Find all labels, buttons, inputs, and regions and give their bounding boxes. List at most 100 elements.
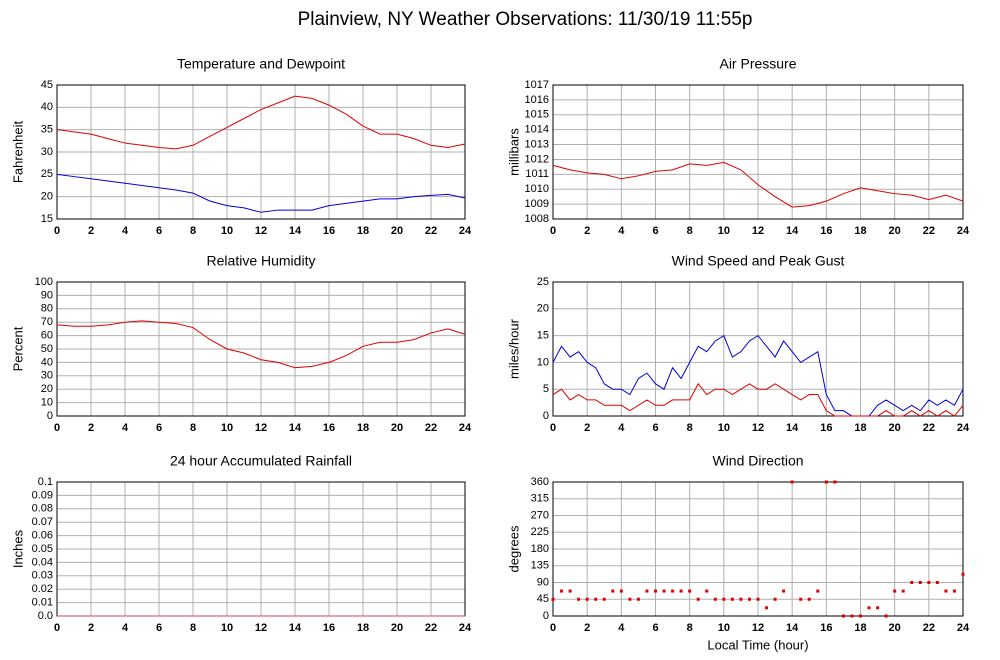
y-tick-label: 35 (41, 124, 53, 136)
x-tick-label: 4 (122, 622, 129, 634)
y-tick-label: 5 (543, 383, 549, 395)
plot-frame (56, 281, 466, 417)
x-tick-label: 8 (687, 225, 693, 237)
data-point (730, 597, 734, 601)
x-tick-label: 24 (957, 422, 970, 434)
y-tick-label: 90 (537, 576, 549, 588)
x-tick-label: 2 (88, 422, 94, 434)
x-tick-label: 22 (923, 422, 935, 434)
y-tick-label: 135 (531, 560, 549, 572)
x-tick-label: 24 (957, 225, 970, 237)
data-point (594, 597, 598, 601)
data-point (841, 614, 845, 618)
y-tick-label: 0 (543, 410, 549, 422)
y-tick-label: 70 (41, 316, 53, 328)
y-tick-label: 1016 (525, 94, 549, 106)
data-point (654, 589, 657, 593)
data-point (867, 606, 871, 610)
plot-frame (552, 84, 964, 220)
x-tick-label: 8 (687, 422, 693, 434)
data-line (56, 320, 466, 369)
y-axis-label: millibars (506, 128, 521, 176)
x-tick-label: 0 (54, 225, 60, 237)
x-tick-label: 18 (854, 422, 866, 434)
data-point (935, 581, 939, 584)
data-point (756, 597, 760, 601)
x-tick-label: 2 (88, 622, 94, 634)
x-tick-label: 4 (618, 622, 625, 634)
data-point (696, 597, 700, 601)
x-tick-label: 20 (391, 225, 403, 237)
x-tick-label: 14 (289, 225, 302, 237)
y-tick-label: 1012 (525, 153, 549, 165)
y-tick-label: 0.01 (32, 597, 53, 609)
x-tick-label: 10 (221, 225, 233, 237)
x-tick-label: 4 (122, 422, 129, 434)
x-tick-label: 24 (459, 622, 472, 634)
x-tick-label: 0 (550, 622, 556, 634)
x-tick-label: 16 (323, 422, 335, 434)
data-point (611, 589, 615, 593)
data-point (952, 589, 956, 593)
y-tick-label: 1008 (525, 213, 549, 225)
x-tick-label: 20 (391, 422, 403, 434)
y-tick-label: 30 (41, 370, 53, 382)
x-tick-label: 14 (786, 225, 799, 237)
y-tick-label: 0.1 (38, 476, 53, 488)
x-tick-label: 0 (550, 422, 556, 434)
data-point (739, 597, 743, 601)
y-axis-label: Inches (10, 529, 25, 568)
y-tick-label: 25 (537, 276, 549, 288)
data-point (679, 589, 683, 593)
chart-title: Wind Direction (712, 453, 803, 469)
x-tick-label: 18 (357, 422, 369, 434)
data-point (568, 589, 572, 593)
data-point (884, 614, 888, 618)
x-tick-label: 14 (786, 422, 799, 434)
data-point (918, 581, 922, 584)
data-point (790, 480, 794, 484)
x-tick-label: 16 (323, 622, 335, 634)
chart-title: 24 hour Accumulated Rainfall (170, 453, 352, 469)
data-point (585, 597, 589, 601)
x-tick-label: 2 (88, 225, 94, 237)
y-tick-label: 60 (41, 330, 53, 342)
x-tick-label: 6 (652, 225, 658, 237)
x-tick-label: 8 (687, 622, 693, 634)
data-point (816, 589, 820, 593)
data-point (628, 597, 632, 601)
data-line (552, 382, 964, 417)
y-tick-label: 0.0 (38, 610, 53, 622)
y-tick-label: 1009 (525, 198, 549, 210)
x-tick-label: 14 (786, 622, 799, 634)
y-tick-label: 90 (41, 289, 53, 301)
x-tick-label: 16 (323, 225, 335, 237)
data-point (560, 589, 564, 593)
data-point (910, 581, 914, 584)
x-tick-label: 4 (618, 225, 625, 237)
x-tick-label: 12 (752, 622, 764, 634)
y-tick-label: 100 (35, 276, 53, 288)
y-tick-label: 225 (531, 526, 549, 538)
data-point (671, 589, 675, 593)
y-tick-label: 50 (41, 343, 53, 355)
plot-frame (552, 281, 964, 417)
x-tick-label: 14 (289, 622, 302, 634)
x-tick-label: 10 (718, 225, 730, 237)
data-point (927, 581, 931, 584)
x-tick-label: 6 (156, 225, 162, 237)
y-tick-label: 0.08 (32, 503, 53, 515)
x-tick-label: 6 (652, 622, 658, 634)
x-tick-label: 22 (923, 225, 935, 237)
x-tick-label: 20 (889, 622, 901, 634)
x-tick-label: 20 (889, 422, 901, 434)
data-point (833, 480, 837, 484)
data-point (747, 597, 751, 601)
x-tick-label: 12 (752, 422, 764, 434)
y-tick-label: 15 (41, 213, 53, 225)
data-point (645, 589, 649, 593)
plot-frame (552, 481, 964, 617)
chart-title: Relative Humidity (207, 253, 316, 269)
chart-title: Temperature and Dewpoint (177, 56, 345, 72)
